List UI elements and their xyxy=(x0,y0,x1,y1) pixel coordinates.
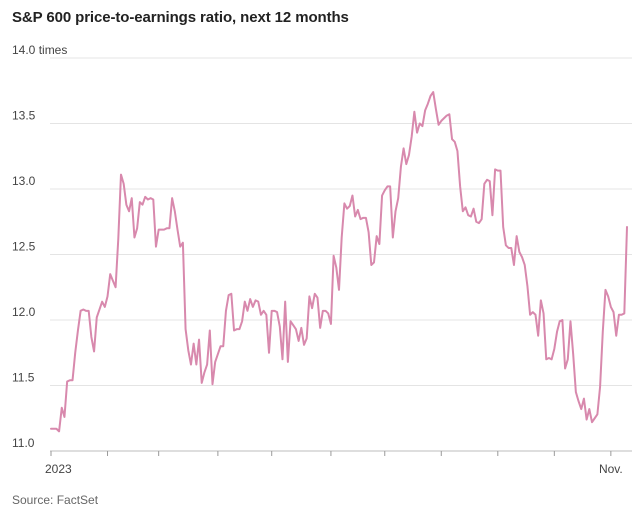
y-tick-label: 12.5 xyxy=(12,240,36,254)
y-axis-tick-labels: 14.0 times 13.5 13.0 12.5 12.0 11.5 11.0 xyxy=(12,43,67,450)
y-tick-label: 11.5 xyxy=(12,371,35,385)
y-tick-label: 13.5 xyxy=(12,109,36,123)
y-tick-label: 11.0 xyxy=(12,436,35,450)
y-tick-label: 13.0 xyxy=(12,174,36,188)
series-layer xyxy=(50,91,628,433)
chart-source: Source: FactSet xyxy=(12,493,99,507)
series-line xyxy=(50,91,628,433)
x-tick-label: Nov. xyxy=(599,462,623,476)
x-tick-label: 2023 xyxy=(45,462,72,476)
y-tick-label: 14.0 times xyxy=(12,43,67,57)
x-axis: 2023 Nov. xyxy=(45,451,623,476)
y-tick-label: 12.0 xyxy=(12,305,36,319)
chart-title: S&P 600 price-to-earnings ratio, next 12… xyxy=(12,9,349,26)
